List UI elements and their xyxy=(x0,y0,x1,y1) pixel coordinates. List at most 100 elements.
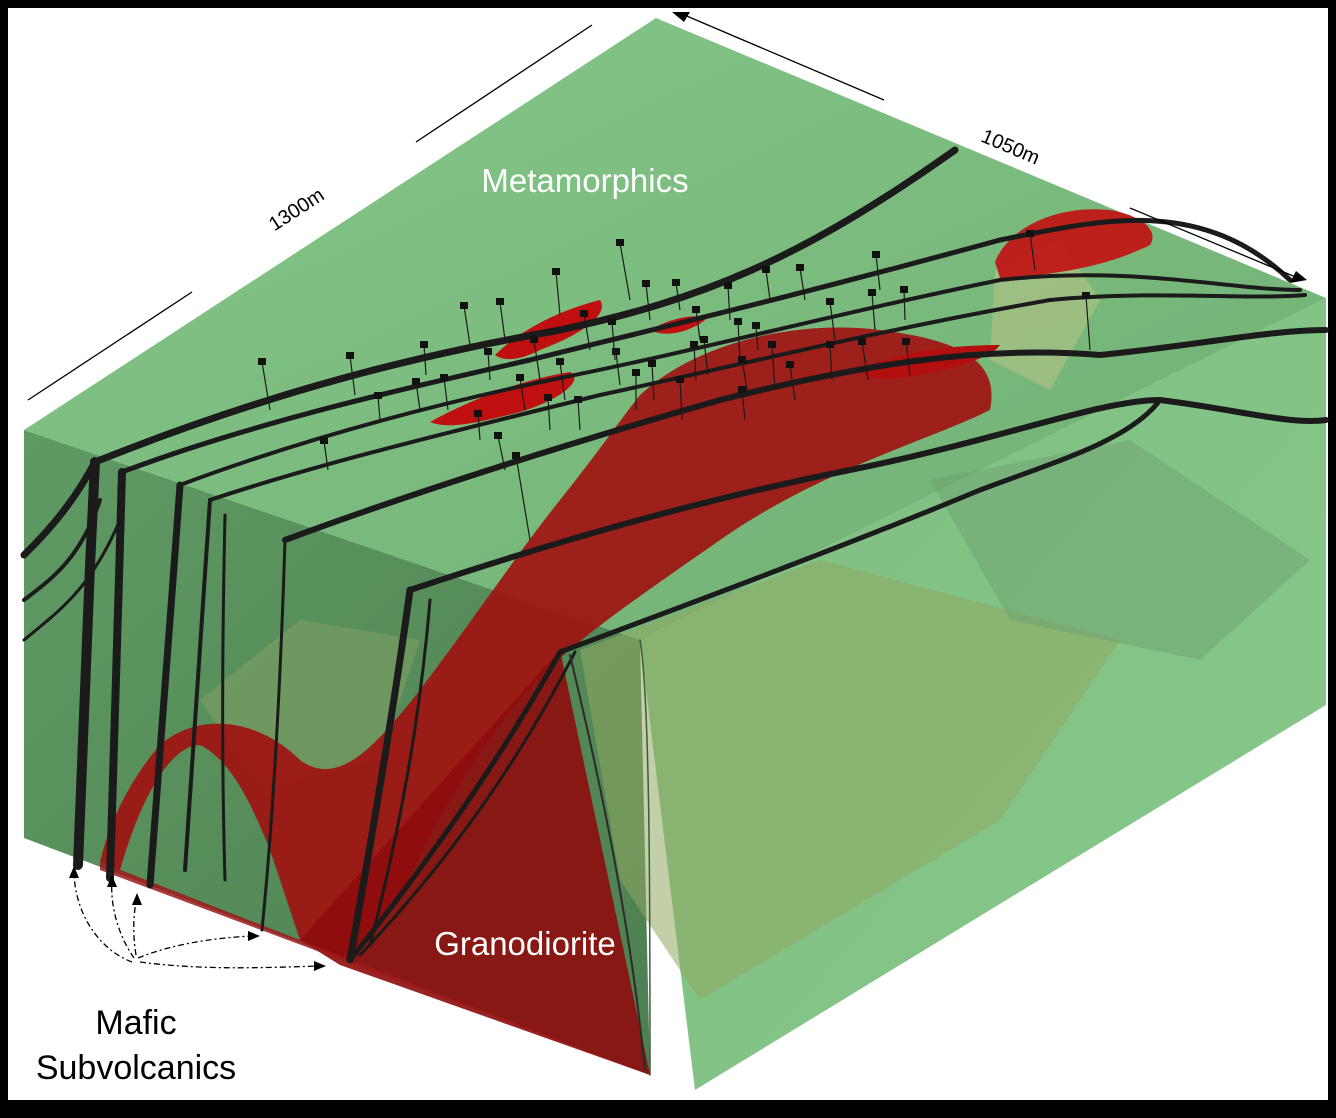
callout-arrow xyxy=(111,879,135,959)
drill-trace xyxy=(829,344,833,381)
drill-trace xyxy=(651,363,655,401)
drill-collar xyxy=(258,358,266,365)
drill-collar xyxy=(700,336,708,343)
dyke-line xyxy=(368,598,432,947)
drill-collar xyxy=(608,318,616,325)
drill-collar xyxy=(412,378,420,385)
drill-collar xyxy=(672,279,680,286)
drill-trace xyxy=(771,344,776,391)
drill-trace xyxy=(519,377,526,411)
arrowhead-icon xyxy=(107,875,117,887)
dyke-line xyxy=(20,146,959,559)
mafic-label-line2: Subvolcanics xyxy=(36,1049,236,1087)
drill-collar xyxy=(868,289,876,296)
drill-trace xyxy=(741,389,746,421)
arrowhead-icon xyxy=(248,931,260,941)
drill-collar xyxy=(752,322,760,329)
dyke-line xyxy=(119,217,1293,475)
dimension-line xyxy=(1129,207,1299,279)
drill-trace xyxy=(533,339,541,381)
drill-collar xyxy=(496,298,504,305)
drill-collar xyxy=(900,286,908,293)
drill-trace xyxy=(789,364,796,401)
dimension-line xyxy=(681,13,885,101)
drill-collar xyxy=(692,306,700,313)
drill-collar xyxy=(616,239,624,246)
drill-trace xyxy=(737,321,741,361)
drill-trace xyxy=(423,344,427,376)
callout-arrow xyxy=(137,935,253,959)
drill-trace xyxy=(615,351,621,386)
arrowhead-icon xyxy=(132,893,142,905)
drill-trace xyxy=(755,325,759,351)
metamorphics-label: Metamorphics xyxy=(481,162,688,199)
drill-trace xyxy=(875,254,881,291)
drill-collar xyxy=(574,396,582,403)
dimension-annotations xyxy=(27,12,1307,401)
drill-trace xyxy=(645,283,651,321)
drill-collar xyxy=(512,452,520,459)
granodiorite-pod-2 xyxy=(430,372,575,426)
drill-trace xyxy=(903,289,906,321)
drill-trace xyxy=(497,435,506,471)
drill-trace xyxy=(1085,295,1091,351)
drill-trace xyxy=(675,282,681,311)
dyke-line xyxy=(221,513,227,882)
drill-collar xyxy=(556,358,564,365)
olive-interior-surface xyxy=(580,560,1120,1000)
callout-arrow xyxy=(73,871,133,963)
dyke-line xyxy=(22,498,102,602)
dyke-line xyxy=(639,639,651,1076)
drill-collar xyxy=(768,341,776,348)
drill-trace xyxy=(693,344,697,381)
mafic-dykes xyxy=(20,146,1329,1076)
drill-trace xyxy=(765,269,771,301)
drill-collar xyxy=(320,437,328,444)
drill-collar xyxy=(786,361,794,368)
dyke-line xyxy=(358,650,577,957)
drill-trace xyxy=(871,292,876,331)
dimension-line xyxy=(27,291,193,401)
drill-collar xyxy=(374,392,382,399)
drill-collar xyxy=(738,356,746,363)
drill-trace xyxy=(499,301,506,341)
drill-trace xyxy=(577,399,581,431)
mafic-label-line1: Mafic xyxy=(95,1004,176,1042)
drill-trace xyxy=(741,359,749,396)
drill-collar xyxy=(734,318,742,325)
dyke-line xyxy=(146,481,184,889)
drill-collar xyxy=(552,268,560,275)
drill-collar xyxy=(544,394,552,401)
drill-collar xyxy=(440,374,448,381)
drill-collar xyxy=(642,280,650,287)
drill-trace xyxy=(799,267,806,301)
drill-collar xyxy=(632,369,640,376)
dyke-line xyxy=(106,468,126,882)
drill-trace xyxy=(695,309,701,341)
callout-arrow xyxy=(139,961,319,969)
arrowhead-icon xyxy=(1290,271,1307,283)
drill-collar xyxy=(1082,292,1090,299)
drill-collar xyxy=(858,338,866,345)
drill-trace xyxy=(487,351,491,381)
callout-arrow xyxy=(133,897,138,956)
drill-collar xyxy=(690,341,698,348)
dyke-callout-arrowheads xyxy=(69,866,326,971)
drill-collar xyxy=(762,266,770,273)
drill-collar xyxy=(676,376,684,383)
dyke-callout-arrows xyxy=(73,871,319,969)
drill-trace xyxy=(583,313,591,351)
drill-trace xyxy=(555,271,561,316)
drill-collar xyxy=(420,341,428,348)
drill-trace xyxy=(443,377,449,411)
drill-trace xyxy=(463,305,471,346)
drill-collar xyxy=(580,310,588,317)
drill-collar xyxy=(738,386,746,393)
drill-collar xyxy=(902,338,910,345)
granodiorite-front-face xyxy=(300,650,650,1075)
dyke-line xyxy=(183,498,212,872)
dyke-line xyxy=(569,654,646,1071)
arrowhead-icon xyxy=(672,12,690,22)
drill-collar xyxy=(826,341,834,348)
